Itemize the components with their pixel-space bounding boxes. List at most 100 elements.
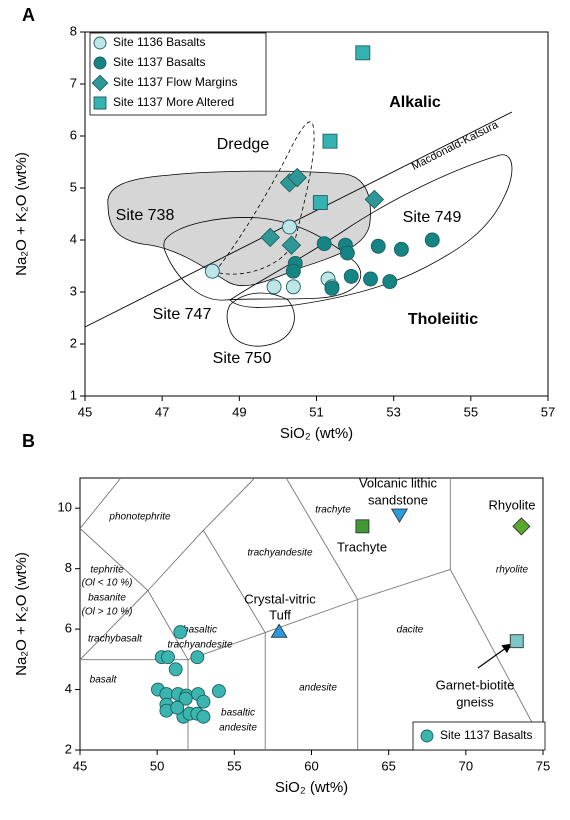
field-label: (Ol > 10 %) [82, 607, 133, 618]
data-point [382, 274, 398, 290]
legend-marker [420, 729, 434, 743]
data-point [196, 709, 211, 724]
y-tick-label: 3 [70, 283, 77, 298]
data-point [260, 227, 280, 248]
y-tick-label: 7 [70, 75, 77, 90]
x-tick-label: 65 [381, 758, 395, 773]
annotation: Tholeiitic [408, 311, 478, 328]
field-label: andesite [299, 683, 337, 694]
legend-box [89, 32, 267, 116]
x-tick-label: 45 [78, 404, 92, 419]
boundary [80, 478, 121, 529]
boundary [80, 528, 149, 591]
data-point [287, 167, 307, 188]
field-label: basanite [88, 593, 126, 604]
data-point [363, 271, 378, 287]
data-point [285, 263, 301, 279]
legend-marker [91, 74, 109, 92]
y-tick-label: 2 [70, 335, 77, 350]
y-tick-label: 6 [70, 127, 77, 142]
sample-point [355, 519, 370, 534]
field-label: basaltic [183, 625, 217, 636]
annotation: Macdonald-Katsura [410, 119, 501, 173]
annotation: Alkalic [389, 94, 441, 111]
sample-label: Crystal-vitric [244, 591, 316, 606]
data-point [285, 279, 301, 295]
y-tick-label: 4 [65, 681, 72, 696]
y-tick-label: 10 [58, 500, 72, 515]
annotation: Site 749 [403, 209, 462, 226]
data-point [370, 238, 386, 254]
sample-point [270, 623, 288, 638]
data-point [343, 268, 359, 284]
field-label: andesite [219, 723, 257, 734]
x-tick-label: 60 [304, 758, 318, 773]
data-point [424, 232, 440, 248]
boundary [286, 478, 359, 600]
macdonald-katsura-line [84, 111, 513, 328]
boundary [203, 478, 255, 531]
y-tick-label: 5 [70, 179, 77, 194]
annotation: Site 738 [116, 207, 175, 224]
data-point [364, 189, 385, 210]
data-point [168, 662, 183, 677]
arrow [477, 643, 512, 669]
x-tick-label: 55 [227, 758, 241, 773]
data-point [161, 650, 175, 665]
data-point [204, 263, 220, 279]
x-tick-label: 55 [464, 404, 478, 419]
data-point [322, 133, 338, 149]
field-label: trachyandesite [167, 640, 232, 651]
x-tick-label: 70 [459, 758, 473, 773]
x-axis-label: SiO₂ (wt%) [280, 425, 353, 442]
sample-label: Trachyte [337, 539, 387, 554]
field-label: rhyolite [496, 565, 529, 576]
data-point [312, 195, 328, 211]
x-tick-label: 47 [155, 404, 169, 419]
x-tick-label: 51 [309, 404, 323, 419]
panel-label: B [22, 431, 35, 451]
sample-label: gneiss [456, 694, 494, 709]
legend-label: Site 1137 Basalts [113, 55, 206, 69]
boundary [147, 529, 266, 633]
y-tick-label: 4 [70, 231, 77, 246]
sample-point [512, 517, 531, 536]
legend-label: Site 1137 Flow Margins [113, 75, 238, 89]
field-label: basaltic [221, 708, 255, 719]
data-point [196, 694, 211, 709]
y-tick-label: 8 [65, 560, 72, 575]
sample-label: Garnet-biotite [436, 677, 515, 692]
y-axis-label: Na₂O + K₂O (wt%) [13, 152, 30, 276]
legend-marker [93, 96, 107, 110]
legend-label: Site 1137 More Altered [113, 95, 234, 109]
tas-field-boundaries [80, 478, 543, 750]
site-750-region [226, 292, 295, 347]
data-point [324, 280, 340, 296]
x-tick-label: 45 [73, 758, 87, 773]
sample-label: Tuff [269, 607, 291, 622]
data-point [178, 691, 193, 706]
field-label: trachyte [315, 505, 351, 516]
field-label: dacite [397, 625, 424, 636]
x-axis-label: SiO₂ (wt%) [275, 779, 348, 796]
x-tick-label: 53 [386, 404, 400, 419]
legend-label: Site 1136 Basalts [113, 35, 206, 49]
field-label: (Ol < 10 %) [82, 578, 133, 589]
annotation: Dredge [217, 136, 270, 153]
dredge-region [214, 121, 315, 275]
data-point [266, 279, 282, 295]
legend-marker [93, 56, 107, 70]
data-point [355, 45, 371, 61]
data-point [393, 241, 409, 257]
site-738-region [107, 170, 371, 287]
site-749-region [229, 154, 513, 308]
field-label: phonotephrite [108, 512, 171, 523]
data-point [339, 245, 355, 261]
sample-point [390, 508, 409, 523]
panel-label: A [22, 5, 35, 25]
y-tick-label: 6 [65, 621, 72, 636]
sample-point [509, 634, 524, 649]
data-point [316, 236, 332, 252]
